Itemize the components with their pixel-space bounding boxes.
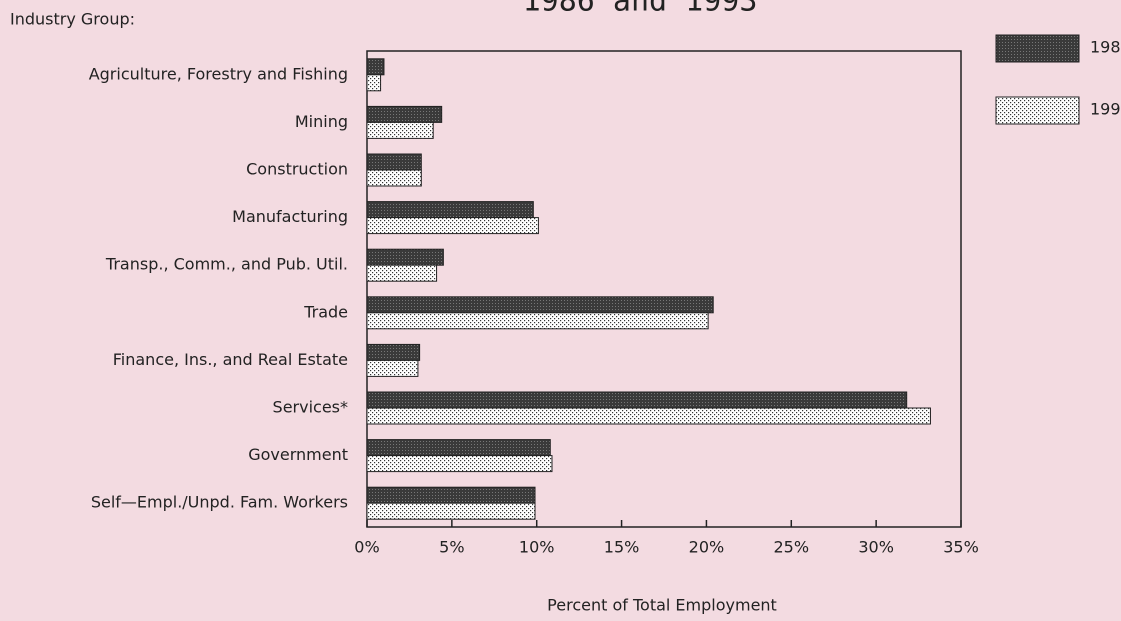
chart-title: 1986 and 1993 — [523, 0, 758, 19]
bar — [366, 121, 434, 139]
y-tick-label: Services* — [273, 398, 348, 417]
legend-label: 1986 — [1090, 38, 1121, 57]
legend-swatch — [995, 96, 1080, 125]
bar — [366, 439, 551, 457]
bar — [366, 343, 421, 361]
y-tick-label: Manufacturing — [232, 207, 348, 226]
bar — [366, 105, 443, 123]
bar — [366, 296, 714, 314]
bar — [366, 264, 438, 282]
legend-label: 1993 — [1090, 100, 1121, 119]
x-tick-label: 5% — [439, 538, 464, 557]
x-tick-label: 35% — [943, 538, 979, 557]
x-tick-label: 25% — [774, 538, 810, 557]
bar — [366, 217, 539, 235]
y-tick-label: Finance, Ins., and Real Estate — [113, 350, 348, 369]
plot-frame — [366, 50, 962, 528]
y-tick-label: Mining — [295, 112, 348, 131]
y-tick-label: Self—Empl./Unpd. Fam. Workers — [91, 493, 348, 512]
x-tick-label: 30% — [858, 538, 894, 557]
y-tick-label: Trade — [303, 302, 348, 321]
legend-swatch — [995, 34, 1080, 63]
bar — [366, 455, 553, 473]
y-tick-label: Government — [248, 445, 348, 464]
bar — [366, 153, 422, 171]
x-tick-label: 0% — [354, 538, 379, 557]
bar — [366, 486, 536, 504]
bar — [366, 407, 931, 425]
y-tick-label: Agriculture, Forestry and Fishing — [89, 64, 348, 83]
y-axis-title: Industry Group: — [10, 10, 135, 29]
bar — [366, 312, 709, 330]
y-tick-label: Transp., Comm., and Pub. Util. — [105, 255, 348, 274]
bar — [366, 201, 534, 219]
bar — [366, 359, 419, 377]
x-tick-label: 15% — [604, 538, 640, 557]
bar — [366, 74, 382, 92]
bar — [366, 391, 908, 409]
y-tick-label: Construction — [246, 160, 348, 179]
x-axis-title: Percent of Total Employment — [547, 596, 777, 615]
bar — [366, 58, 385, 76]
bar — [366, 248, 444, 266]
x-tick-label: 10% — [519, 538, 555, 557]
bar — [366, 169, 422, 187]
x-tick-label: 20% — [689, 538, 725, 557]
bar — [366, 502, 536, 520]
